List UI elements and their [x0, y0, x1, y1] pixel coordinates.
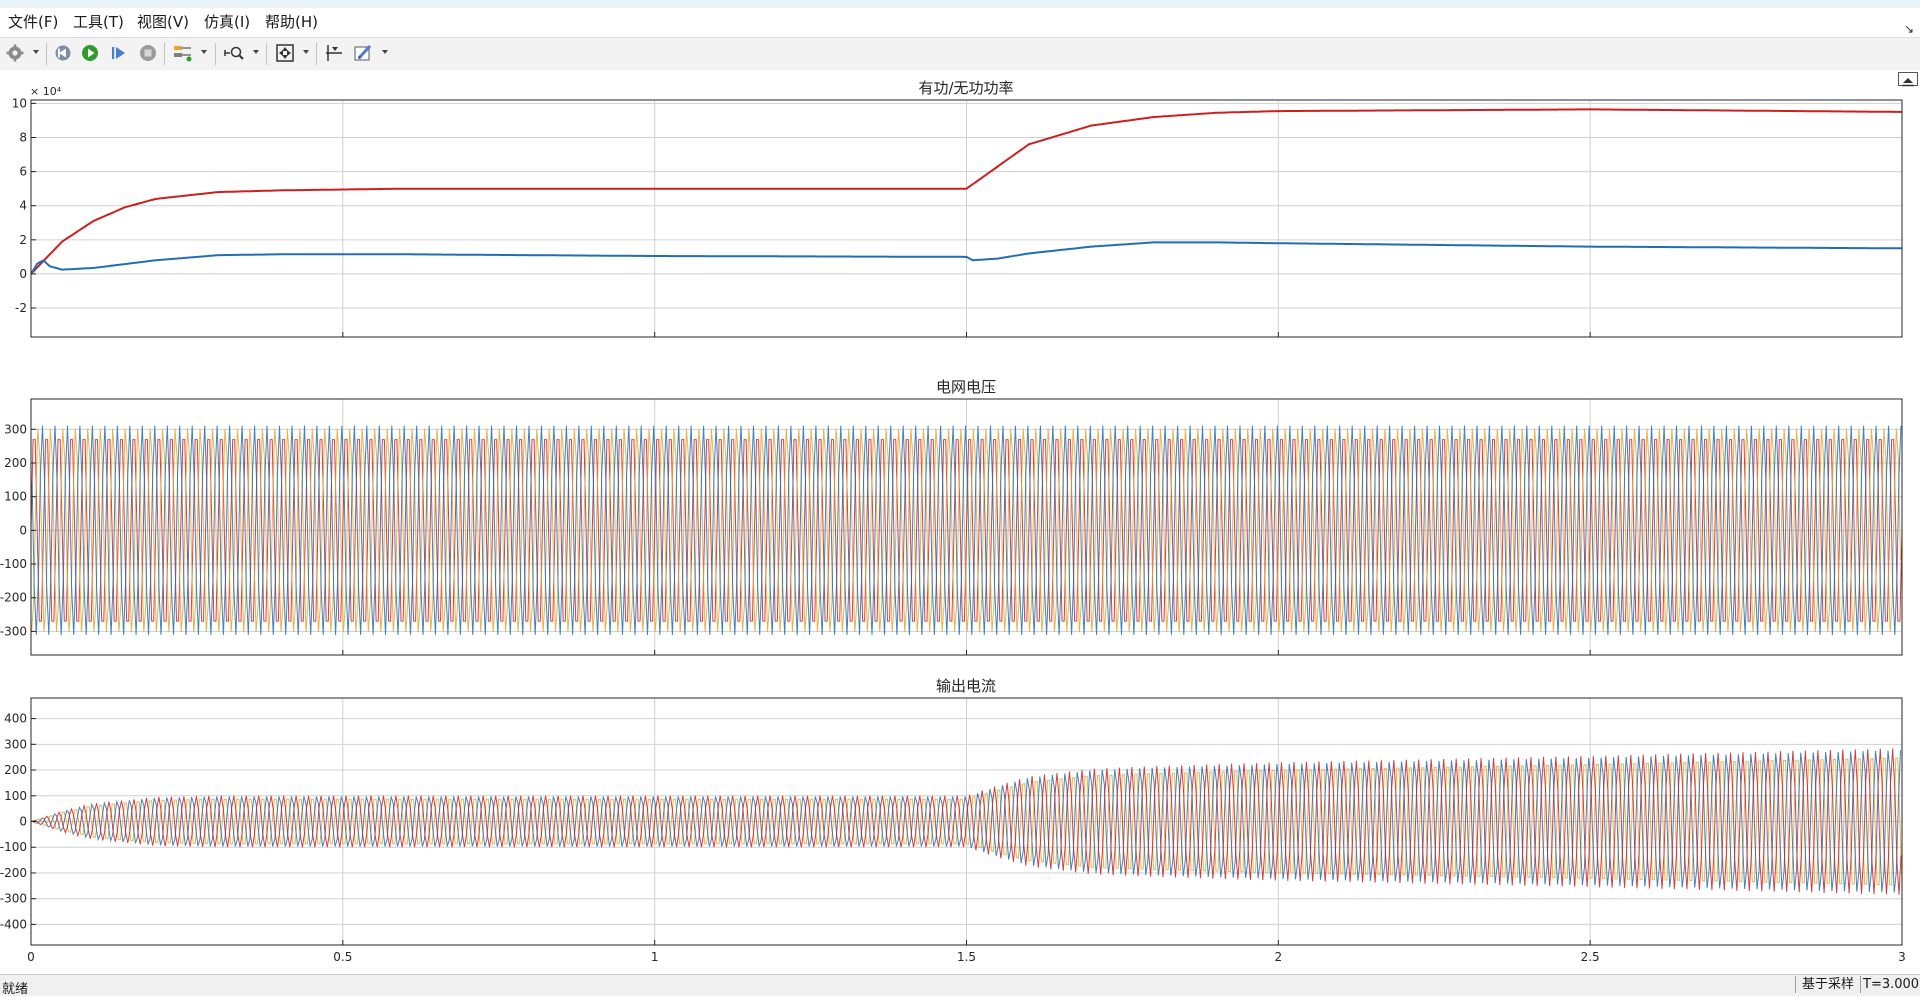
output-current-chart[interactable]: 输出电流 -400 -300 -200 -100 0 100 200 300 400 0 0.5 1 1… [0, 677, 1906, 964]
tick-labels: -400 -300 -200 -100 0 100 200 300 400 0 0.5 1 1.5 2 2.… [0, 712, 1906, 964]
y-tick-label: 100 [4, 789, 27, 803]
toolbar-separator [46, 43, 47, 65]
y-tick-label: -300 [0, 624, 27, 638]
autoscale-dropdown-arrow[interactable] [303, 50, 309, 54]
series-line [31, 241, 1902, 275]
y-tick-label: -400 [0, 917, 27, 931]
status-ready-text: 就绪 [2, 982, 29, 997]
x-tick-label: 0 [27, 950, 35, 964]
toolbar [0, 37, 1920, 71]
y-tick-label: 100 [4, 490, 27, 504]
sim-time-indicator: T=3.000 [1863, 977, 1920, 992]
y-tick-label: -200 [0, 866, 27, 880]
y-tick-label: 8 [19, 131, 27, 145]
run-icon[interactable] [79, 41, 101, 65]
menu-simulation[interactable]: 仿真(I) [204, 13, 251, 31]
settings-dropdown-arrow[interactable] [33, 50, 39, 54]
plot-lines [31, 108, 1902, 275]
x-tick-label: 2 [1275, 950, 1283, 964]
grid-lines [30, 100, 1903, 337]
y-tick-label: -100 [0, 557, 27, 571]
y-exponent-label: × 10⁴ [30, 85, 62, 98]
y-tick-label: -100 [0, 840, 27, 854]
edit-style-icon[interactable] [351, 41, 375, 65]
power-chart[interactable]: 有功/无功功率 × 10⁴ -2 0 2 4 6 8 10 [12, 79, 1903, 338]
settings-gear-icon[interactable] [4, 41, 26, 65]
zoom-icon[interactable] [223, 41, 247, 65]
series-line [31, 748, 1902, 895]
menu-view[interactable]: 视图(V) [137, 13, 189, 31]
series-line [31, 108, 1902, 275]
edit-style-dropdown-arrow[interactable] [382, 50, 388, 54]
tick-labels: -300 -200 -100 0 100 200 300 [0, 422, 1903, 655]
y-tick-label: 200 [4, 763, 27, 777]
chart-title: 输出电流 [936, 677, 996, 695]
step-back-icon[interactable] [52, 41, 74, 65]
y-tick-label: -200 [0, 591, 27, 605]
stop-icon[interactable] [137, 41, 159, 65]
toolbar-separator [215, 43, 216, 65]
x-tick-label: 2.5 [1581, 950, 1600, 964]
x-tick-label: 1.5 [957, 950, 976, 964]
x-tick-label: 3 [1898, 950, 1906, 964]
menu-tools[interactable]: 工具(T) [73, 13, 124, 31]
status-bar: 就绪 基于采样 T=3.000 [0, 974, 1920, 997]
y-tick-label: 0 [19, 815, 27, 829]
x-tick-label: 1 [651, 950, 659, 964]
series-line [31, 439, 1902, 622]
y-tick-label: -2 [15, 301, 27, 315]
restore-layout-icon[interactable] [1898, 72, 1918, 87]
y-tick-label: 4 [19, 199, 27, 213]
y-tick-label: 300 [4, 422, 27, 436]
y-tick-label: 400 [4, 712, 27, 726]
toolbar-separator [164, 43, 165, 65]
series-line [31, 425, 1902, 636]
menu-bar: 文件(F) 工具(T) 视图(V) 仿真(I) 帮助(H) ↘ [0, 8, 1920, 36]
menu-file[interactable]: 文件(F) [8, 13, 59, 31]
y-tick-label: 10 [12, 96, 27, 110]
scope-plot-area: 有功/无功功率 × 10⁴ -2 0 2 4 6 8 10 电网电压 -300 -200 -10… [0, 70, 1920, 974]
y-tick-label: 6 [19, 165, 27, 179]
cursor-measure-icon[interactable] [322, 41, 346, 65]
y-tick-label: 0 [19, 267, 27, 281]
zoom-dropdown-arrow[interactable] [253, 50, 259, 54]
x-tick-label: 0.5 [333, 950, 352, 964]
y-tick-label: 200 [4, 456, 27, 470]
chart-title: 有功/无功功率 [918, 79, 1013, 97]
collapse-toolstrip-icon[interactable]: ↘ [1903, 22, 1914, 36]
y-tick-label: 2 [19, 233, 27, 247]
series-line [31, 757, 1902, 886]
toolbar-separator [316, 43, 317, 65]
series-line [31, 428, 1901, 633]
step-forward-icon[interactable] [108, 41, 130, 65]
menu-help[interactable]: 帮助(H) [265, 13, 318, 31]
plot-lines [31, 748, 1902, 895]
chart-title: 电网电压 [936, 378, 996, 396]
grid-voltage-chart[interactable]: 电网电压 -300 -200 -100 0 100 200 300 [0, 378, 1903, 656]
sample-mode-indicator: 基于采样 [1795, 976, 1862, 993]
signal-select-icon[interactable] [171, 41, 195, 65]
tick-labels: -2 0 2 4 6 8 10 [12, 96, 1903, 337]
toolbar-separator [266, 43, 267, 65]
series-line [31, 750, 1901, 893]
y-tick-label: 300 [4, 737, 27, 751]
y-tick-label: -300 [0, 892, 27, 906]
autoscale-icon[interactable] [273, 41, 297, 65]
signal-select-dropdown-arrow[interactable] [201, 50, 207, 54]
plot-lines [31, 425, 1902, 636]
y-tick-label: 0 [19, 523, 27, 537]
